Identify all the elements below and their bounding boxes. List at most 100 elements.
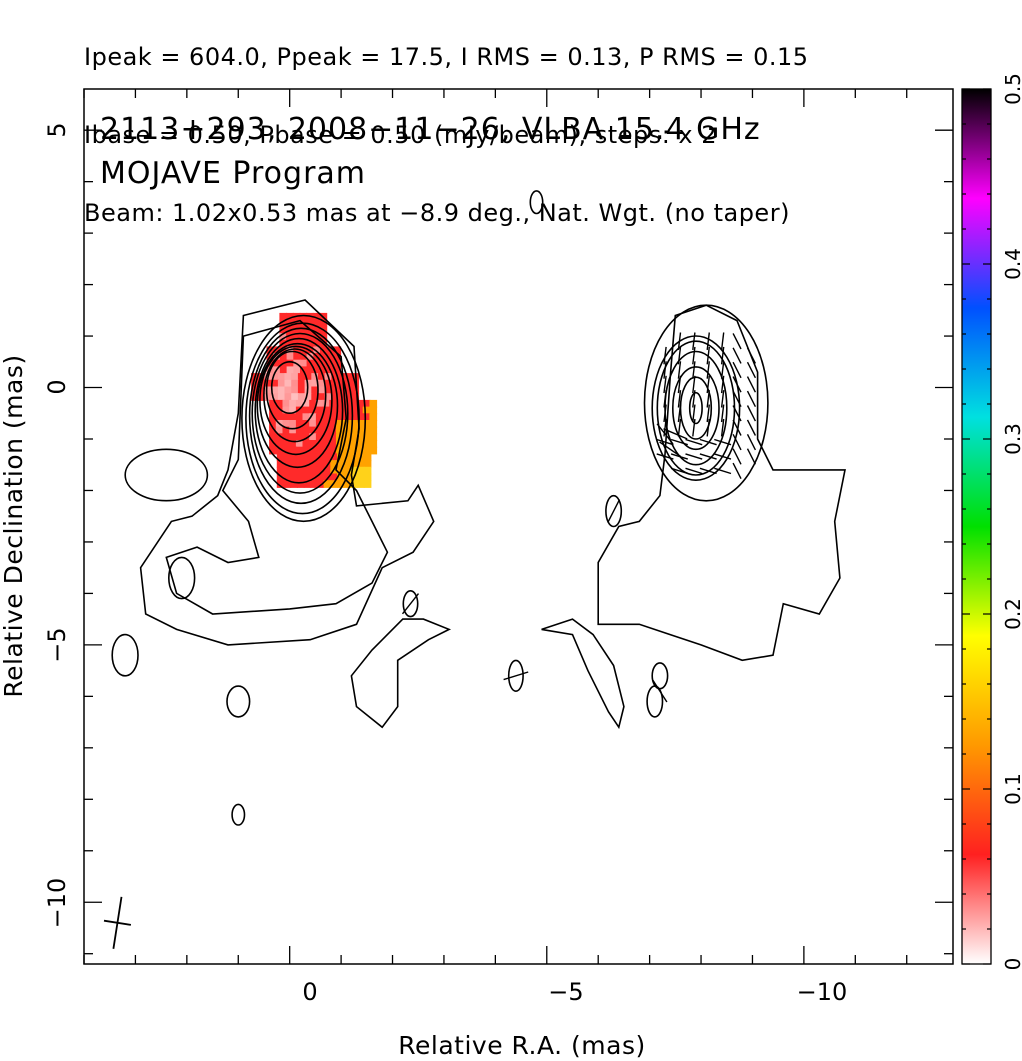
polarization-pixel — [306, 339, 314, 348]
polarization-pixel — [362, 399, 371, 408]
evpa-vector — [652, 680, 668, 703]
polarization-pixel — [276, 466, 285, 475]
polarization-pixel — [286, 339, 294, 348]
polarization-pixel — [362, 413, 371, 421]
polarization-pixel — [331, 393, 339, 401]
polarization-pixel — [342, 440, 351, 448]
polarization-pixel — [309, 420, 317, 428]
polarization-pixel — [342, 420, 351, 428]
polarization-pixel — [282, 440, 291, 448]
polarization-pixel — [344, 386, 353, 395]
polarization-pixel — [356, 420, 364, 428]
evpa-vector — [692, 390, 696, 408]
evpa-vector — [663, 404, 667, 423]
core-contour — [270, 360, 309, 414]
evpa-vector — [706, 418, 710, 437]
polarization-pixel — [300, 359, 308, 368]
x-axis-label: Relative R.A. (mas) — [398, 1031, 645, 1060]
polarization-pixel — [338, 379, 346, 388]
polarization-pixel — [349, 446, 357, 455]
polarization-pixel — [315, 426, 324, 435]
evpa-vector — [692, 332, 696, 350]
polarization-pixel — [323, 466, 332, 475]
core-contour — [265, 350, 319, 430]
polarization-pixel — [369, 433, 378, 441]
polarization-pixel — [326, 346, 335, 355]
polarization-pixel — [363, 480, 372, 488]
evpa-vector — [732, 333, 742, 350]
evpa-vector — [677, 390, 682, 408]
polarization-pixel — [269, 426, 277, 435]
polarization-pixel — [297, 386, 306, 395]
polarization-pixel — [362, 420, 371, 428]
polarization-pixel — [302, 399, 311, 408]
polarization-pixel — [304, 373, 313, 381]
x-tick-label-minus10: −10 — [797, 978, 848, 1006]
polarization-pixel — [369, 440, 378, 448]
y-tick-label-minus5: −5 — [43, 627, 71, 662]
polarization-pixel — [293, 346, 301, 355]
polarization-pixel — [357, 480, 365, 488]
polarization-pixel — [363, 466, 372, 475]
polarization-pixel — [295, 413, 304, 421]
evpa-vector — [714, 453, 732, 460]
polarization-pixel — [315, 413, 324, 421]
polarization-pixel — [312, 326, 321, 334]
polarization-pixel — [357, 473, 365, 482]
polarization-pixel — [316, 473, 325, 482]
evpa-vector — [720, 375, 725, 394]
polarization-pixel — [306, 333, 314, 341]
polarization-pixel — [320, 353, 328, 361]
core-contour — [251, 332, 349, 494]
evpa-vector — [692, 346, 696, 365]
evpa-vector — [659, 441, 682, 458]
y-axis-label: Relative Declination (mas) — [0, 354, 28, 697]
polarization-pixel — [290, 460, 298, 468]
polarization-pixel — [336, 399, 344, 408]
polarization-pixel — [296, 480, 305, 488]
polarization-pixel — [289, 399, 297, 408]
polarization-pixel — [273, 346, 281, 355]
polarization-pixel — [295, 440, 304, 448]
polarization-pixel — [333, 366, 342, 375]
polarization-pixel — [342, 446, 351, 455]
polarization-pixel — [304, 386, 313, 395]
polarization-pixel — [322, 399, 331, 408]
polarization-pixel — [275, 399, 284, 408]
polarization-pixel — [269, 406, 277, 415]
map-title-line-1: 2113+293, 2008−11−26, VLBA 15.4 GHz — [100, 112, 761, 147]
polarization-pixel — [315, 433, 324, 441]
evpa-vector — [746, 376, 757, 393]
evpa-vector — [732, 448, 742, 465]
evpa-vector — [699, 438, 717, 446]
polarization-pixel — [273, 359, 281, 368]
evpa-vector — [732, 390, 742, 408]
evpa-vector — [685, 438, 703, 446]
evpa-vector — [732, 419, 742, 436]
polarization-pixel — [290, 453, 298, 462]
polarization-pixel — [306, 366, 315, 375]
polarization-pixel — [323, 473, 332, 482]
evpa-vector — [706, 404, 710, 423]
polarization-pixel — [283, 453, 292, 462]
polarization-pixel — [336, 413, 344, 421]
polarization-pixel — [329, 399, 337, 408]
core-contour — [241, 314, 367, 523]
polarization-pixel — [356, 399, 364, 408]
polarization-pixel — [283, 473, 292, 482]
evpa-vector — [706, 346, 710, 365]
outer-contour-left — [139, 299, 435, 646]
polarization-pixel — [337, 473, 345, 482]
plot-header: Ipeak = 604.0, Ppeak = 17.5, I RMS = 0.1… — [84, 0, 809, 252]
polarization-pixel — [349, 399, 357, 408]
knot-contour — [507, 659, 524, 692]
polarization-pixel — [363, 453, 372, 462]
polarization-pixel — [275, 406, 284, 415]
polarization-pixel — [310, 460, 318, 468]
polarization-pixel — [357, 466, 365, 475]
polarization-pixel — [269, 399, 277, 408]
polarization-pixel — [363, 460, 372, 468]
polarization-pixel — [277, 379, 286, 388]
core-contour-right — [672, 366, 720, 451]
